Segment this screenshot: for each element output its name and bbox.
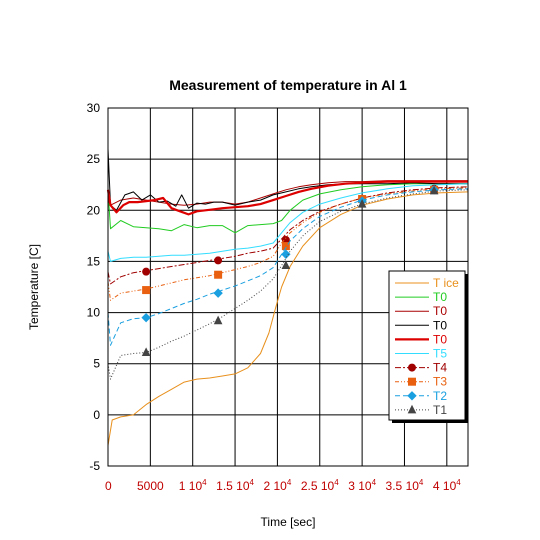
series-marker bbox=[214, 270, 223, 279]
legend-entry: T0 bbox=[433, 332, 447, 346]
series-9 bbox=[107, 185, 469, 380]
series-marker bbox=[141, 347, 151, 356]
series-marker bbox=[281, 249, 291, 259]
chart-title: Measurement of temperature in Al 1 bbox=[169, 77, 407, 93]
y-tick-label: 20 bbox=[87, 203, 101, 217]
legend-entry: T2 bbox=[433, 389, 447, 403]
series-line bbox=[107, 183, 469, 262]
x-axis-label: Time [sec] bbox=[261, 515, 316, 529]
x-tick-label: 0 bbox=[105, 479, 112, 493]
series-1 bbox=[107, 183, 468, 234]
series-marker bbox=[407, 391, 417, 401]
y-axis-label: Temperature [C] bbox=[27, 244, 41, 330]
x-tick-label: 5000 bbox=[137, 479, 164, 493]
x-tick-labels: 0 5000 1 104 1.5 104 2 104 2.5 104 3 104 3.5 10… bbox=[105, 478, 461, 493]
x-tick-label: 2 104 bbox=[264, 478, 292, 493]
series-marker bbox=[408, 377, 416, 386]
y-tick-label: 10 bbox=[87, 306, 101, 320]
y-tick-label: -5 bbox=[89, 459, 100, 473]
series-marker bbox=[142, 267, 151, 276]
series-marker bbox=[214, 256, 223, 265]
series-layer bbox=[106, 148, 469, 446]
series-marker bbox=[213, 315, 223, 325]
x-tick-label: 3.5 104 bbox=[386, 478, 424, 493]
legend-entry: T5 bbox=[433, 347, 447, 361]
series-marker bbox=[281, 260, 291, 270]
y-tick-label: 30 bbox=[87, 101, 101, 115]
legend-entry: T0 bbox=[433, 318, 447, 332]
series-marker bbox=[408, 363, 416, 372]
y-tick-label: 0 bbox=[93, 408, 100, 422]
series-marker bbox=[142, 286, 151, 295]
series-4 bbox=[106, 180, 468, 216]
x-tick-label: 4 104 bbox=[433, 478, 461, 493]
legend-entry: T0 bbox=[433, 304, 447, 318]
y-tick-labels: -5 0 5 10 15 20 25 30 bbox=[87, 101, 101, 473]
series-5 bbox=[107, 183, 469, 262]
x-tick-label: 1.5 104 bbox=[216, 478, 254, 493]
legend-entry: T4 bbox=[433, 361, 447, 375]
legend-entry: T1 bbox=[433, 403, 447, 417]
series-marker bbox=[141, 312, 151, 323]
legend-entry: T ice bbox=[433, 276, 459, 290]
series-marker bbox=[213, 288, 223, 298]
series-marker bbox=[407, 404, 417, 414]
y-tick-label: 25 bbox=[87, 152, 101, 166]
series-marker bbox=[429, 185, 439, 195]
legend-entry: T3 bbox=[433, 375, 447, 389]
series-line bbox=[107, 183, 468, 234]
x-tick-label: 2.5 104 bbox=[301, 478, 339, 493]
y-tick-label: 5 bbox=[93, 357, 100, 371]
series-line bbox=[106, 180, 468, 216]
x-tick-label: 3 104 bbox=[348, 478, 376, 493]
legend-box bbox=[388, 270, 466, 421]
series-marker bbox=[357, 199, 367, 208]
y-tick-label: 15 bbox=[87, 254, 101, 268]
legend-entry: T0 bbox=[433, 290, 447, 304]
x-tick-label: 1 104 bbox=[179, 478, 207, 493]
